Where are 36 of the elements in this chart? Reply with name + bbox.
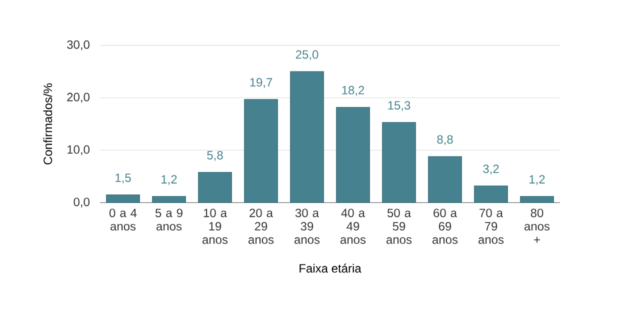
data-label: 19,7 — [250, 78, 272, 88]
data-label: 1,5 — [116, 174, 131, 184]
x-tick-label: 50 a 59 anos — [386, 208, 412, 244]
x-tick-label: 40 a 49 anos — [340, 208, 366, 244]
bar — [152, 196, 186, 203]
x-tick-label: 70 a 79 anos — [478, 208, 504, 244]
x-tick-label: 0 a 4 anos — [109, 208, 137, 231]
bar — [198, 172, 232, 203]
y-tick-label: 0,0 — [74, 198, 90, 208]
y-tick-label: 10,0 — [68, 145, 90, 156]
x-tick-label: 20 a 29 anos — [248, 208, 274, 244]
data-label: 25,0 — [296, 50, 318, 60]
bar — [106, 194, 140, 203]
bar — [520, 196, 554, 203]
y-tick-label: 30,0 — [67, 40, 90, 50]
x-axis-title: Faixa etária — [300, 264, 362, 273]
data-label: 1,2 — [162, 175, 177, 185]
x-tick-label: 5 a 9 anos — [155, 208, 182, 231]
bar — [336, 106, 370, 203]
x-tick-label: 30 a 39 anos — [294, 208, 320, 244]
bar — [244, 99, 278, 203]
data-label: 18,2 — [342, 86, 364, 96]
data-label: 5,8 — [207, 150, 223, 161]
x-tick-label: 60 a 69 anos — [432, 208, 458, 244]
x-tick-label: 10 a 19 anos — [202, 208, 228, 244]
y-axis-title: Confirmados/% — [43, 83, 52, 164]
data-label: 1,2 — [530, 175, 545, 185]
data-label: 3,2 — [483, 164, 499, 174]
data-label: 15,3 — [388, 101, 410, 112]
bar — [290, 71, 324, 203]
data-label: 8,8 — [437, 135, 453, 146]
bar — [428, 156, 462, 203]
bar — [382, 122, 416, 203]
y-tick-label: 20,0 — [67, 92, 90, 103]
bar — [474, 186, 508, 203]
x-tick-label: 80 anos + — [524, 208, 550, 243]
